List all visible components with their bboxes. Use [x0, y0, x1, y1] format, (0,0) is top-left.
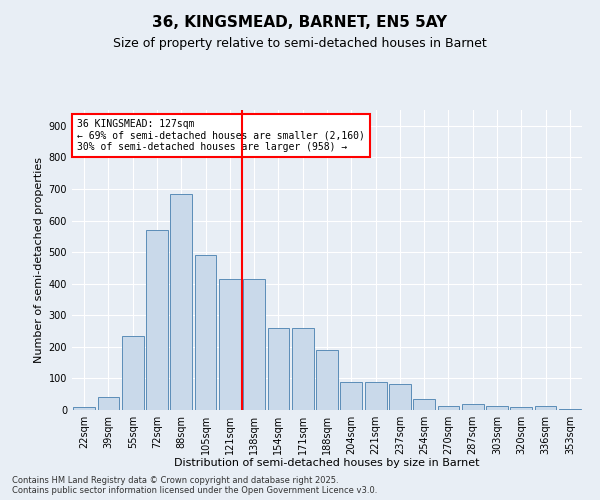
Bar: [97, 396, 119, 410]
Bar: [170, 194, 192, 410]
Bar: [535, 406, 556, 410]
Bar: [194, 256, 217, 410]
Bar: [462, 404, 484, 410]
Bar: [511, 407, 532, 410]
Bar: [340, 382, 362, 410]
Bar: [486, 406, 508, 410]
Bar: [219, 279, 241, 410]
Bar: [413, 399, 435, 410]
Y-axis label: Number of semi-detached properties: Number of semi-detached properties: [34, 157, 44, 363]
Bar: [146, 230, 168, 410]
Bar: [365, 382, 386, 410]
Bar: [389, 384, 411, 410]
Bar: [243, 279, 265, 410]
Text: 36 KINGSMEAD: 127sqm
← 69% of semi-detached houses are smaller (2,160)
30% of se: 36 KINGSMEAD: 127sqm ← 69% of semi-detac…: [77, 119, 365, 152]
Bar: [268, 328, 289, 410]
Bar: [316, 350, 338, 410]
Text: Contains HM Land Registry data © Crown copyright and database right 2025.
Contai: Contains HM Land Registry data © Crown c…: [12, 476, 377, 495]
Bar: [292, 328, 314, 410]
Text: Size of property relative to semi-detached houses in Barnet: Size of property relative to semi-detach…: [113, 38, 487, 51]
Bar: [122, 336, 143, 410]
Bar: [437, 406, 460, 410]
X-axis label: Distribution of semi-detached houses by size in Barnet: Distribution of semi-detached houses by …: [174, 458, 480, 468]
Bar: [73, 408, 95, 410]
Text: 36, KINGSMEAD, BARNET, EN5 5AY: 36, KINGSMEAD, BARNET, EN5 5AY: [152, 15, 448, 30]
